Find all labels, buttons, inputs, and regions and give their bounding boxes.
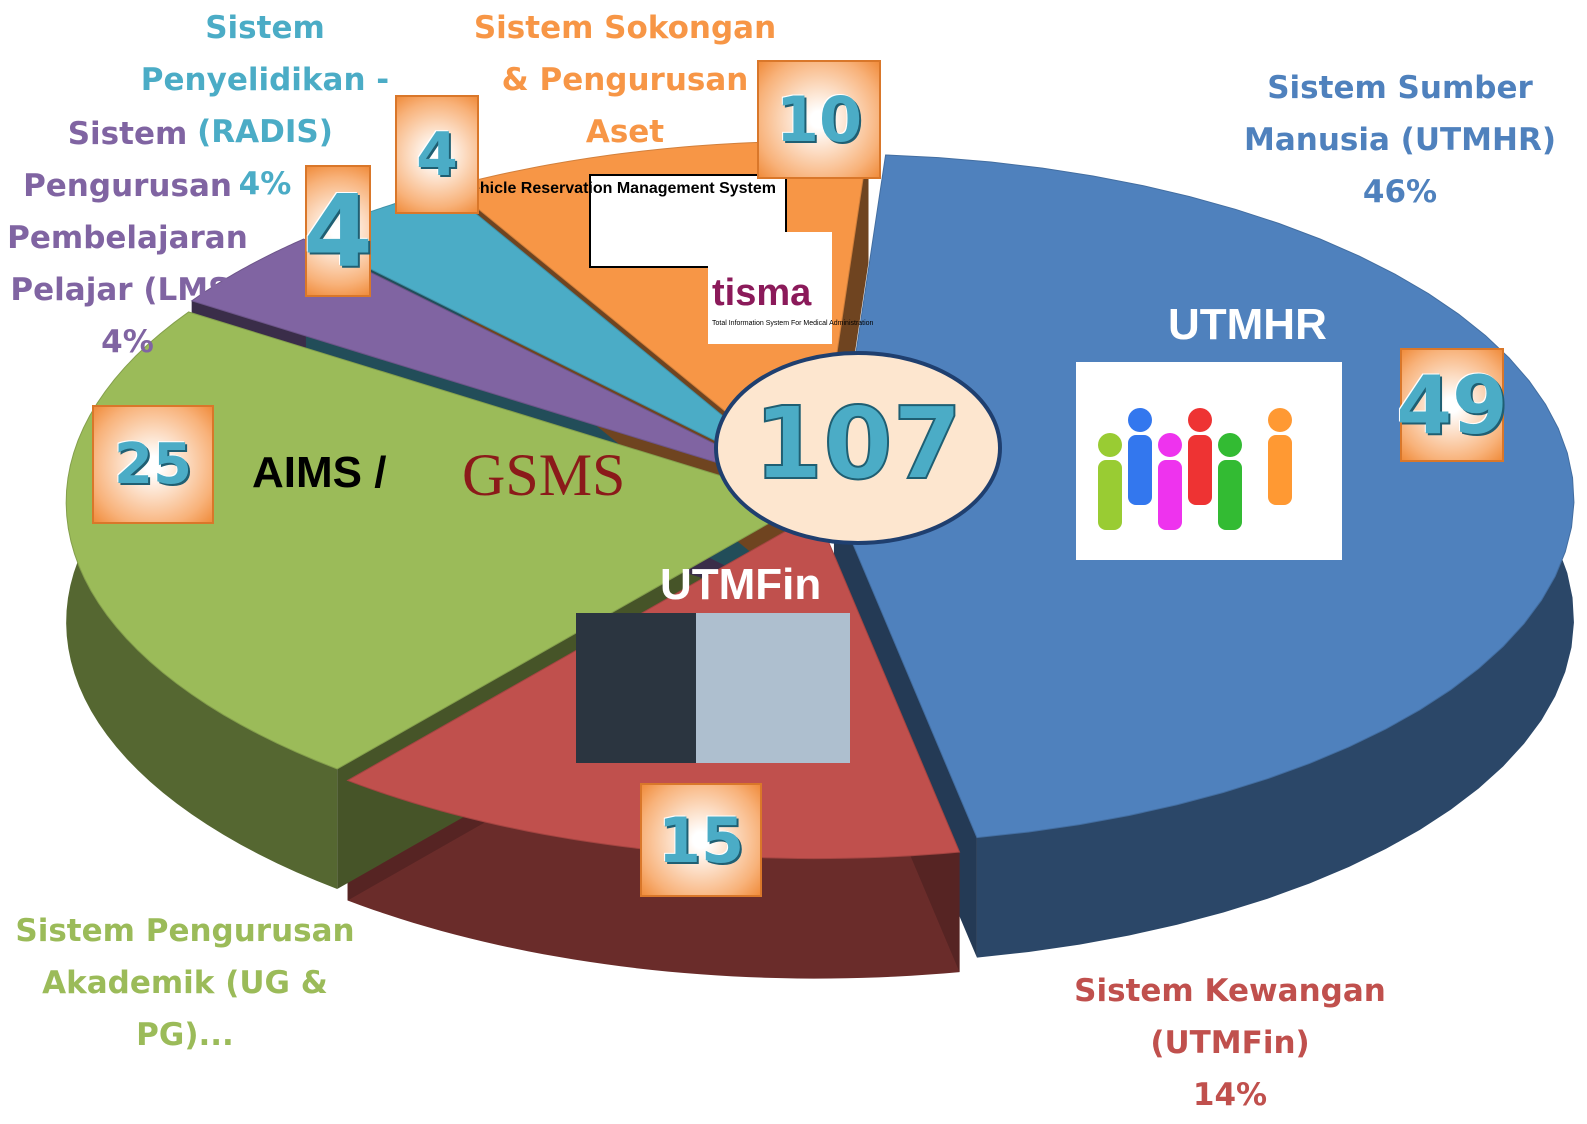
inner-label: UTMFin <box>660 560 822 609</box>
value-box: 25 <box>92 405 214 524</box>
percent-label: 4% <box>101 324 154 360</box>
hr-figure-head <box>1268 408 1292 432</box>
slice <box>65 311 808 770</box>
total: 107 <box>754 385 963 502</box>
category-label: Sistem Penyelidikan - (RADIS) 4% <box>130 2 400 210</box>
slice <box>190 238 810 492</box>
value-box: 10 <box>757 60 881 179</box>
hr-figure-head <box>1128 408 1152 432</box>
value-box: 49 <box>1396 348 1508 462</box>
category-label: Sistem Sokongan & Pengurusan Aset <box>470 2 780 158</box>
hr-figure-head <box>1158 433 1182 457</box>
hr-figure-head <box>1098 433 1122 457</box>
inner-label: UTMHR <box>1168 300 1327 349</box>
inner-label: AIMS / <box>252 448 387 497</box>
hr-figure-body <box>1268 435 1292 505</box>
hr-figure-body <box>1128 435 1152 505</box>
percent-label: 14% <box>1192 1077 1268 1113</box>
percent-label: 46% <box>1362 174 1438 210</box>
category-label: Sistem Pengurusan Pembelajaran Pelajar (… <box>0 108 255 368</box>
hr-figure-body <box>1158 460 1182 530</box>
hr-figure-head <box>1218 433 1242 457</box>
hr-figure-head <box>1188 408 1212 432</box>
logo-gsms: GSMS <box>462 442 625 508</box>
hr-figure-body <box>1188 435 1212 505</box>
total-ellipse <box>714 351 1002 545</box>
value-box: 4 <box>303 165 373 297</box>
logo-tisma-sub: Total Information System For Medical Adm… <box>712 320 874 327</box>
category-name: Sistem Sokongan & Pengurusan Aset <box>473 10 777 150</box>
tisma-picture <box>708 232 832 344</box>
category-name: Sistem Kewangan (UTMFin) <box>1074 973 1386 1061</box>
hr-figure-body <box>1218 460 1242 530</box>
category-label: Sistem Sumber Manusia (UTMHR) 46% <box>1230 62 1570 218</box>
hr-figure-body <box>1098 460 1122 530</box>
logo-vehicle: Vehicle Reservation Management System <box>461 180 776 197</box>
percent-label: 4% <box>238 166 292 202</box>
value-box: 15 <box>640 783 762 897</box>
category-name: Sistem Penyelidikan - (RADIS) <box>140 10 390 150</box>
category-label: Sistem Kewangan (UTMFin) 14% <box>1060 965 1400 1121</box>
logo-tisma: tisma <box>712 272 812 314</box>
category-name: Sistem Sumber Manusia (UTMHR) <box>1243 70 1556 158</box>
category-name: Sistem Pengurusan Pembelajaran Pelajar (… <box>7 116 248 308</box>
slice-tops <box>65 140 1575 860</box>
finance-shade <box>576 613 696 763</box>
category-name: Sistem Pengurusan Akademik (UG & PG)... <box>15 913 355 1053</box>
value-box: 4 <box>395 95 479 214</box>
category-label: Sistem Pengurusan Akademik (UG & PG)... <box>10 905 360 1061</box>
